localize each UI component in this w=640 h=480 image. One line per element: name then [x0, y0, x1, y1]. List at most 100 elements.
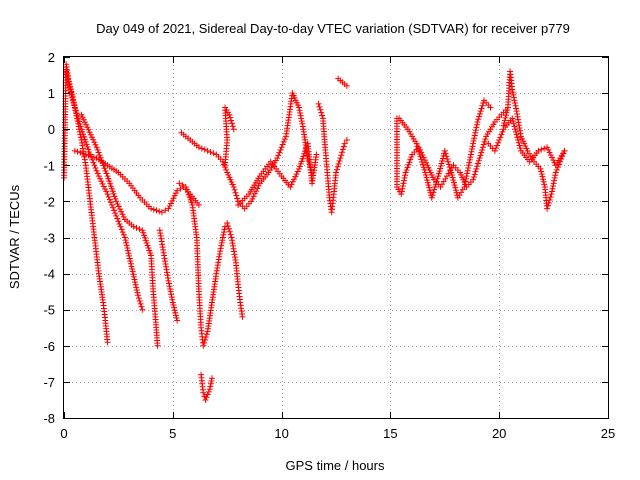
data-point-fill	[65, 78, 72, 85]
data-point-fill	[127, 258, 134, 265]
data-point-fill	[109, 188, 116, 195]
data-point-fill	[511, 97, 518, 104]
data-point	[428, 194, 435, 201]
data-point-fill	[319, 112, 326, 119]
data-point-fill	[172, 309, 179, 316]
data-point-fill	[114, 215, 121, 222]
data-point	[296, 165, 303, 172]
data-point-fill	[296, 163, 303, 170]
data-point-fill	[401, 174, 408, 181]
data-point-fill	[220, 231, 227, 238]
data-point-fill	[445, 161, 452, 168]
data-point-fill	[90, 154, 97, 161]
data-point-fill	[548, 188, 555, 195]
data-point-fill	[111, 193, 118, 200]
data-point	[487, 104, 494, 111]
data-point-fill	[105, 193, 112, 200]
data-point-fill	[82, 138, 89, 145]
data-point-fill	[450, 177, 457, 184]
data-point-fill	[472, 168, 479, 175]
data-point-fill	[156, 208, 163, 215]
data-point-fill	[72, 107, 79, 114]
data-point	[435, 173, 442, 180]
data-point-fill	[298, 158, 305, 165]
data-point	[296, 104, 303, 111]
data-point-fill	[171, 192, 178, 199]
data-point-fill	[90, 159, 97, 166]
data-point-fill	[278, 144, 285, 151]
y-tick-label: 2	[48, 50, 55, 65]
data-point-fill	[463, 173, 470, 180]
data-point	[467, 151, 474, 158]
data-point-fill	[86, 148, 93, 155]
data-point-fill	[198, 145, 205, 152]
data-point-fill	[130, 273, 137, 280]
data-point-fill	[254, 185, 261, 192]
data-point-fill	[289, 178, 296, 185]
data-point-fill	[118, 226, 125, 233]
data-point-fill	[141, 232, 148, 239]
data-point-fill	[227, 231, 234, 238]
data-point-fill	[297, 160, 304, 167]
data-point-fill	[183, 186, 190, 193]
data-point-fill	[299, 123, 306, 130]
data-point-fill	[218, 239, 225, 246]
data-point	[121, 234, 128, 241]
data-point-fill	[339, 149, 346, 156]
data-point	[544, 144, 551, 151]
data-point-fill	[94, 170, 101, 177]
data-point-fill	[291, 176, 298, 183]
data-point	[333, 169, 339, 176]
data-point-fill	[463, 175, 470, 182]
data-point-fill	[426, 187, 433, 194]
data-point-fill	[106, 178, 113, 185]
data-point-fill	[136, 298, 143, 305]
data-point-fill	[448, 172, 455, 179]
data-point-fill	[253, 188, 260, 195]
x-tick-label: 10	[274, 426, 288, 441]
data-point-fill	[165, 280, 172, 287]
data-point-fill	[540, 176, 547, 183]
data-point-fill	[171, 304, 178, 311]
data-point-fill	[131, 276, 138, 283]
data-point-fill	[546, 196, 553, 203]
data-point-fill	[100, 183, 107, 190]
data-point	[195, 202, 202, 209]
data-point-fill	[276, 149, 283, 156]
data-point-fill	[432, 183, 439, 190]
data-point-fill	[76, 118, 83, 125]
data-point-fill	[226, 228, 233, 235]
data-point	[476, 155, 483, 162]
data-point-fill	[167, 285, 174, 292]
data-point	[113, 198, 120, 205]
data-point-fill	[452, 184, 459, 191]
data-point-fill	[76, 120, 83, 127]
data-point-fill	[300, 153, 307, 160]
data-point-fill	[431, 186, 438, 193]
data-point-fill	[316, 103, 323, 110]
data-point-fill	[275, 152, 282, 159]
data-point-fill	[417, 153, 424, 160]
data-point-fill	[133, 284, 140, 291]
data-point-fill	[116, 220, 123, 227]
data-point-fill	[479, 102, 486, 109]
data-point-fill	[220, 229, 227, 236]
data-point-fill	[218, 242, 225, 249]
data-point-fill	[420, 164, 427, 171]
data-point	[63, 68, 70, 75]
data-point-fill	[232, 189, 239, 196]
data-point-fill	[103, 170, 110, 177]
data-point-fill	[124, 247, 131, 254]
data-point-fill	[72, 105, 79, 112]
data-point-fill	[429, 192, 436, 199]
data-point-fill	[204, 391, 211, 398]
data-point-fill	[137, 300, 144, 307]
data-point-fill	[439, 157, 446, 164]
data-point-fill	[447, 166, 454, 173]
data-point-fill	[335, 160, 342, 167]
data-point-fill	[416, 151, 423, 158]
data-point-fill	[74, 113, 81, 120]
data-point	[130, 223, 137, 230]
data-point-fill	[479, 144, 486, 151]
data-point-fill	[478, 149, 485, 156]
